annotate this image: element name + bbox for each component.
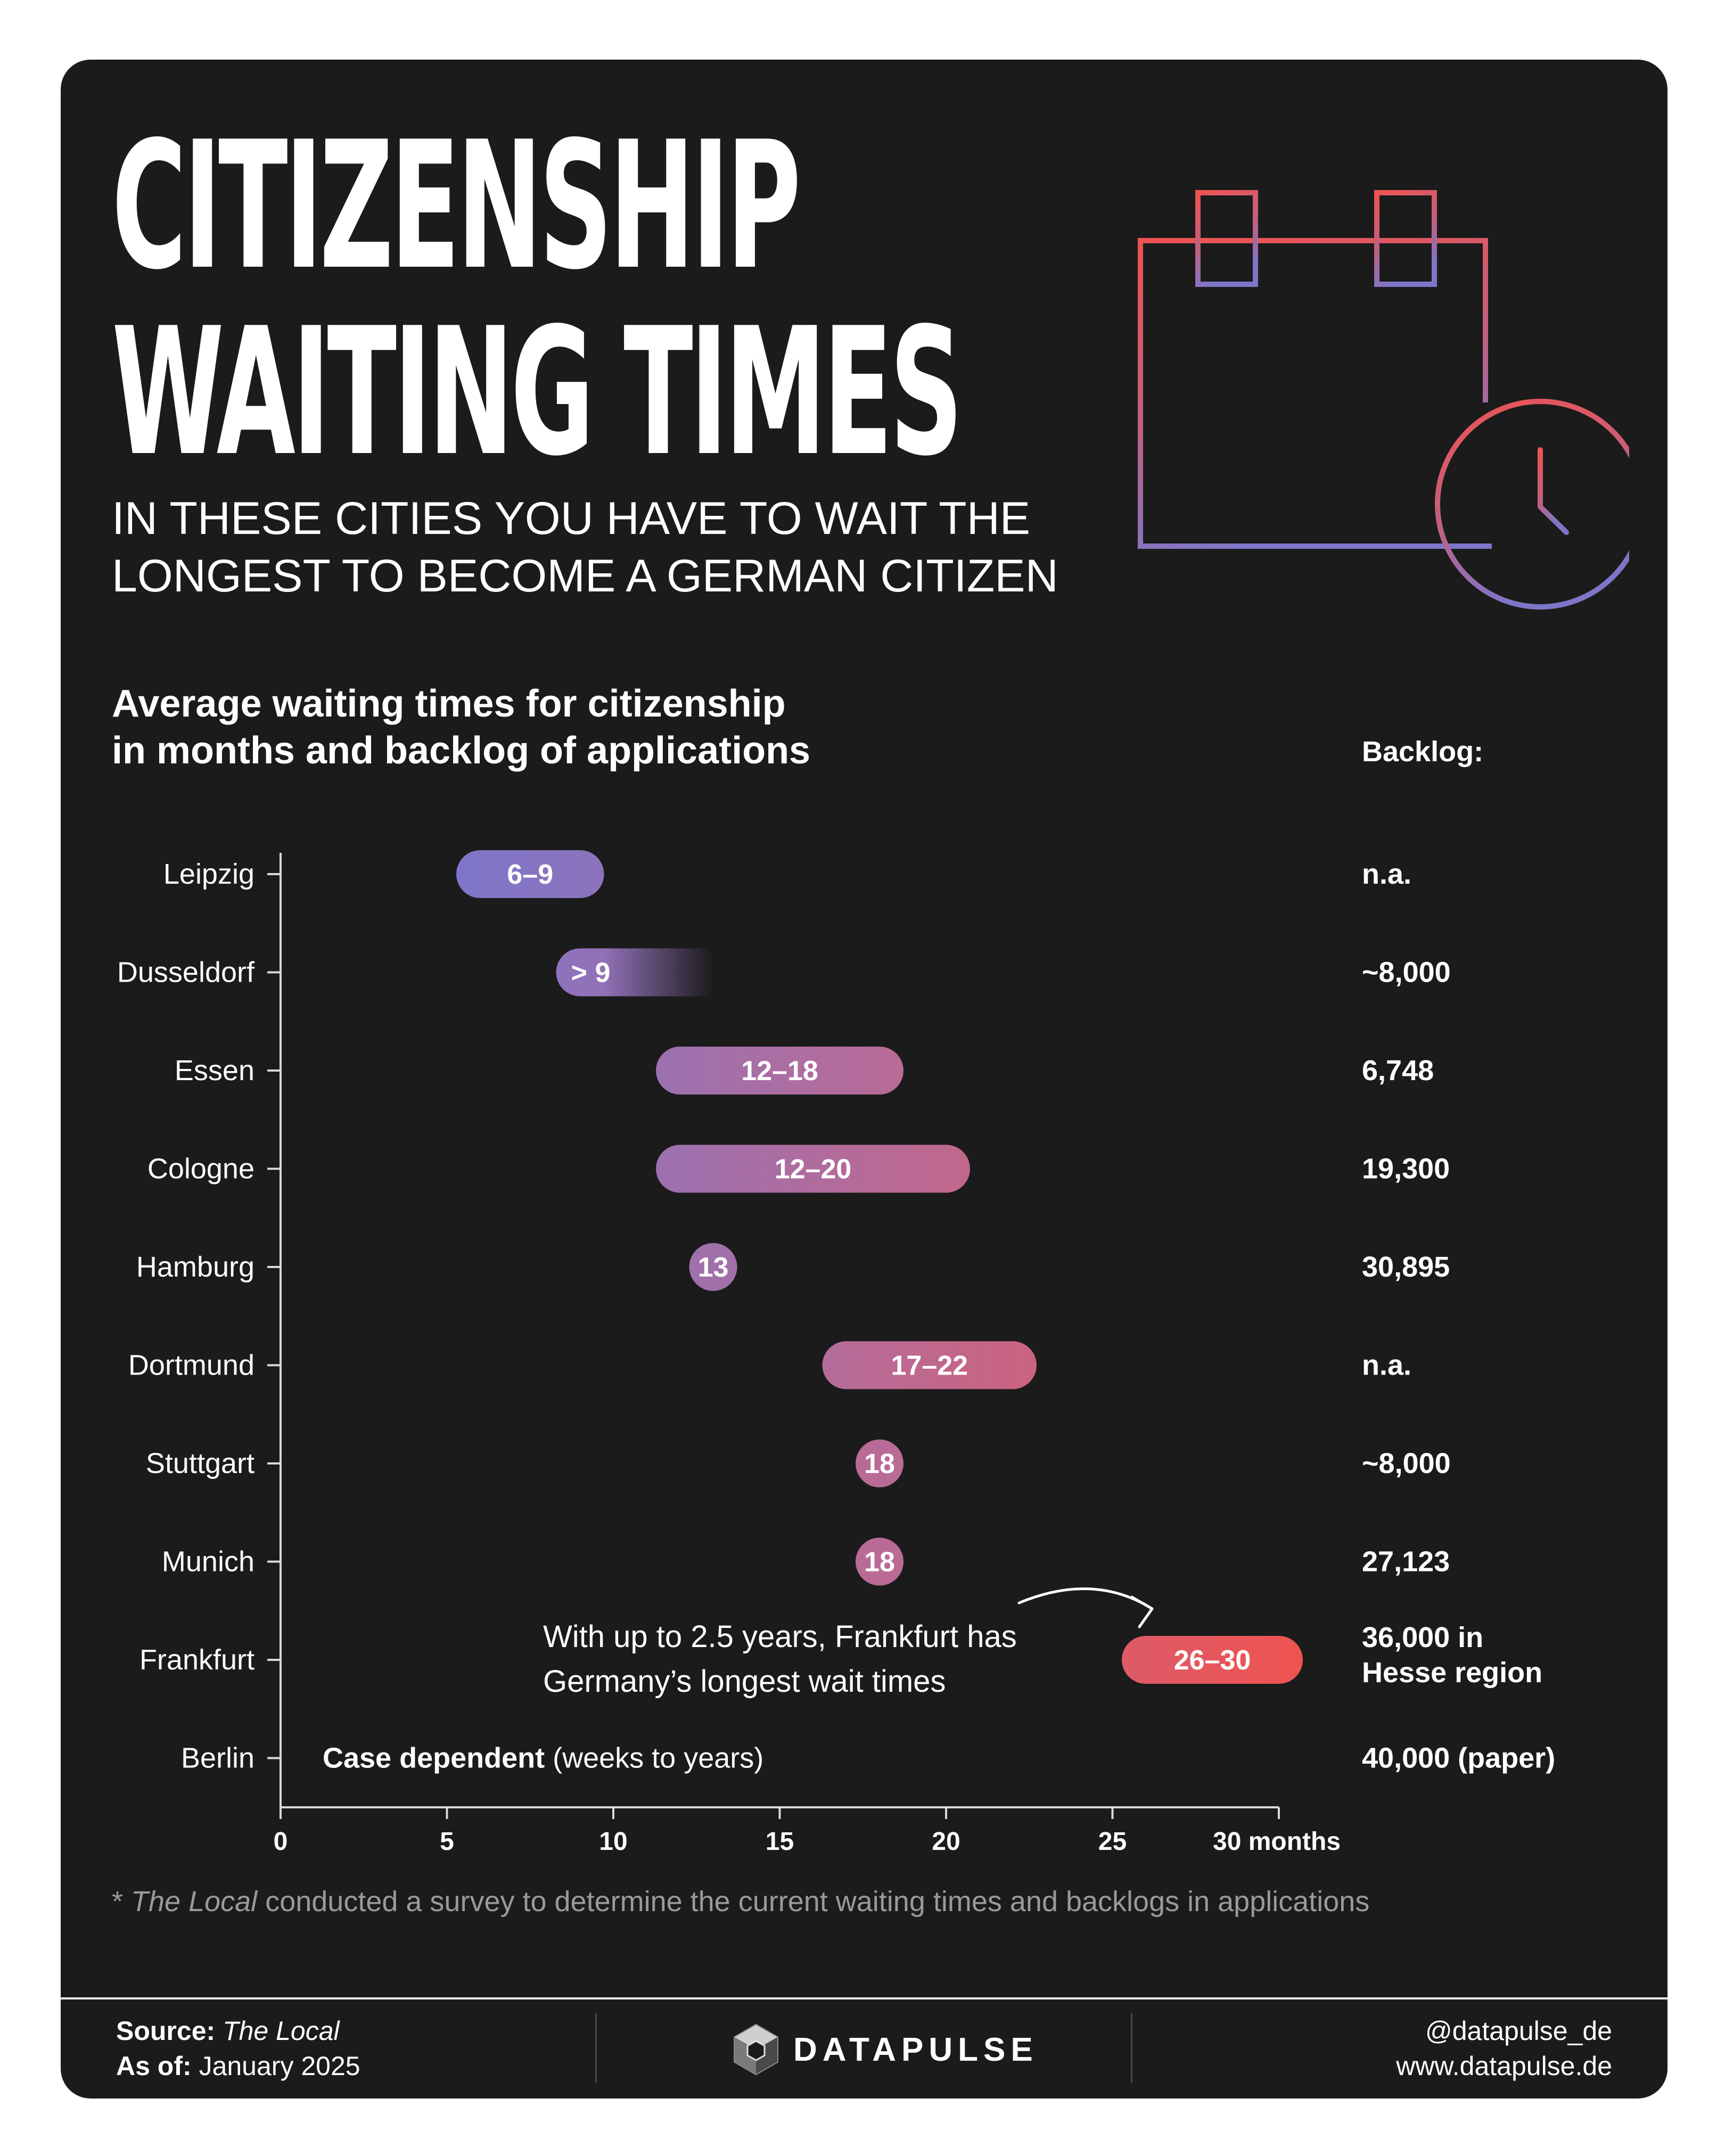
bar-label: > 9 [571, 958, 611, 989]
chart-title-line-1: Average waiting times for citizenship [112, 682, 786, 725]
backlog-value: 40,000 (paper) [1362, 1742, 1555, 1774]
asof-label: As of: [116, 2051, 192, 2081]
footnote-text: conducted a survey to determine the curr… [257, 1886, 1370, 1918]
annotation-arrow [1017, 1587, 1154, 1610]
city-label: Leipzig [163, 858, 254, 890]
bar-label: 13 [698, 1252, 729, 1283]
case-dependent-bold: Case dependent [323, 1742, 545, 1774]
backlog-value: 19,300 [1362, 1153, 1450, 1185]
subtitle-line-1: IN THESE CITIES YOU HAVE TO WAIT THE [112, 493, 1031, 544]
value-dot [856, 1439, 903, 1487]
range-bar [656, 1047, 903, 1095]
range-bar [1122, 1636, 1303, 1684]
brand-logo: DATAPULSE [732, 2023, 1038, 2076]
city-label: Hamburg [136, 1251, 254, 1283]
chart-title-line-2: in months and backlog of applications [112, 729, 811, 772]
range-bar [456, 850, 604, 898]
backlog-value: 30,895 [1362, 1251, 1450, 1283]
backlog-value: n.a. [1362, 1349, 1411, 1381]
asof-value: January 2025 [199, 2051, 360, 2081]
case-dependent-rest: (weeks to years) [545, 1742, 763, 1774]
backlog-value: Hesse region [1362, 1657, 1542, 1689]
calendar-clock-icon [1138, 190, 1629, 610]
city-label: Berlin [181, 1742, 254, 1774]
bar-label: 6–9 [507, 859, 553, 890]
backlog-value: ~8,000 [1362, 957, 1451, 989]
backlog-value: 27,123 [1362, 1546, 1450, 1578]
value-dot [856, 1537, 903, 1586]
footer-contact: @datapulse_de www.datapulse.de [1396, 2013, 1612, 2084]
city-label: Frankfurt [139, 1644, 254, 1676]
city-label: Essen [175, 1055, 254, 1087]
bar-label: 17–22 [891, 1351, 968, 1381]
x-tick-label: 5 [440, 1828, 454, 1856]
social-handle[interactable]: @datapulse_de [1425, 2016, 1612, 2046]
footnote-source: The Local [131, 1886, 258, 1918]
footer-source: Source: The Local As of: January 2025 [116, 2013, 360, 2084]
footer-separator-left [595, 2013, 597, 2083]
website-link[interactable]: www.datapulse.de [1396, 2051, 1612, 2081]
city-label: Dusseldorf [117, 957, 255, 989]
chart-title: Average waiting times for citizenship in… [112, 680, 1070, 774]
frankfurt-annotation: Germany’s longest wait times [543, 1664, 946, 1699]
range-bar [656, 1145, 970, 1193]
x-tick-label: 10 [599, 1828, 627, 1856]
backlog-value: n.a. [1362, 858, 1411, 890]
x-tick-label: 20 [932, 1828, 960, 1856]
datapulse-cube-logo-icon [734, 2023, 778, 2076]
bar-label: 12–18 [741, 1056, 818, 1087]
range-bar [822, 1341, 1037, 1389]
source-label: Source: [116, 2016, 216, 2046]
city-label: Cologne [147, 1153, 254, 1185]
annotation-arrowhead [1130, 1595, 1154, 1628]
frankfurt-annotation: With up to 2.5 years, Frankfurt has [543, 1619, 1017, 1654]
footer-divider [61, 1997, 1668, 1999]
backlog-header: Backlog: [1362, 736, 1483, 768]
x-tick-label: 30 months [1213, 1828, 1341, 1856]
bar-label: 12–20 [775, 1154, 852, 1185]
range-bar-chart: Backlog: 0 5 10 15 20 25 30 months Leipzig 6–9 n.a… [117, 736, 1555, 1856]
backlog-value: 6,748 [1362, 1055, 1434, 1087]
bar-label: 26–30 [1174, 1645, 1251, 1676]
footnote: * The Local conducted a survey to determ… [112, 1883, 1656, 1920]
x-tick-label: 0 [274, 1828, 288, 1856]
title-line-1: CITIZENSHIP [112, 104, 801, 308]
brand-name: DATAPULSE [793, 2031, 1038, 2068]
page-subtitle: IN THESE CITIES YOU HAVE TO WAIT THE LON… [112, 490, 1177, 605]
city-label: Dortmund [128, 1349, 254, 1381]
case-dependent-note: Case dependent (weeks to years) [323, 1742, 763, 1774]
source-value: The Local [223, 2016, 340, 2046]
value-dot [689, 1243, 737, 1291]
city-label: Stuttgart [146, 1447, 254, 1479]
footer-separator-right [1131, 2013, 1132, 2083]
x-tick-label: 25 [1098, 1828, 1127, 1856]
x-tick-label: 15 [766, 1828, 794, 1856]
bar-label: 18 [864, 1547, 895, 1578]
subtitle-line-2: LONGEST TO BECOME A GERMAN CITIZEN [112, 550, 1058, 602]
backlog-value: 36,000 in [1362, 1622, 1483, 1653]
city-label: Munich [162, 1546, 254, 1578]
range-bar [556, 948, 714, 997]
backlog-value: ~8,000 [1362, 1447, 1451, 1479]
bar-label: 18 [864, 1449, 895, 1479]
footnote-prefix: * [112, 1886, 132, 1918]
infographic-card: CITIZENSHIP WAITING TIMES IN THESE CITIE… [61, 60, 1668, 2099]
